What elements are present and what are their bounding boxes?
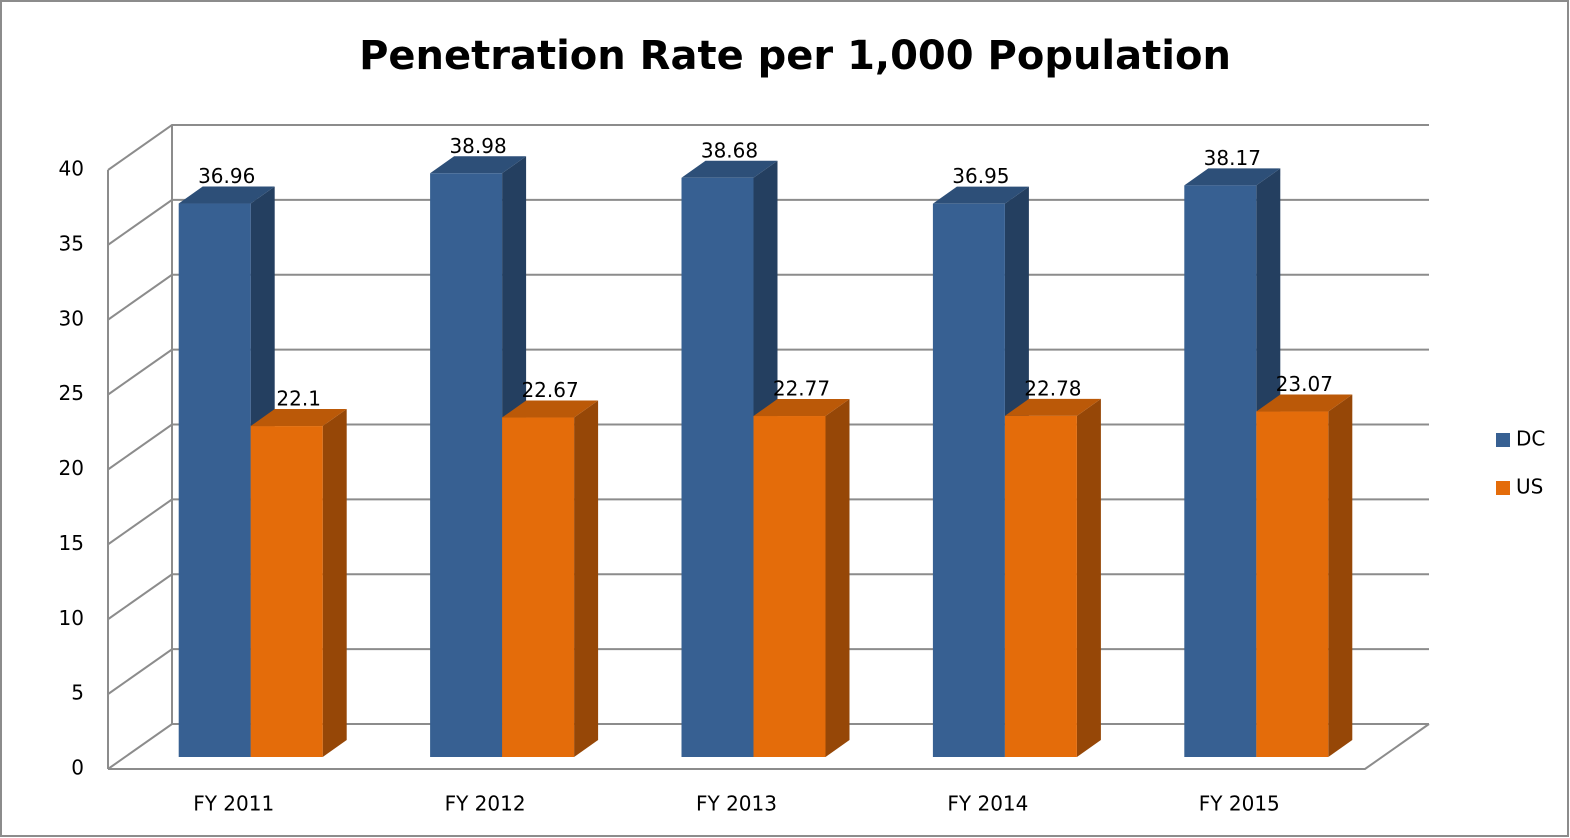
bar: [753, 416, 826, 757]
bar-top: [178, 186, 275, 204]
bar-top: [681, 160, 778, 178]
x-tick-label: FY 2011: [193, 792, 274, 816]
bar-top: [932, 186, 1029, 204]
y-tick-label: 15: [59, 531, 84, 555]
bar: [178, 203, 251, 758]
bar: [1256, 411, 1329, 757]
bar-side: [1076, 398, 1101, 757]
bar-top: [1004, 398, 1101, 416]
bar-top: [1184, 168, 1281, 186]
x-tick-label: FY 2013: [696, 792, 777, 816]
x-tick-label: FY 2015: [1199, 792, 1280, 816]
bar-top: [250, 409, 347, 427]
y-tick-label: 40: [59, 157, 84, 181]
bar-side: [322, 409, 347, 757]
legend-swatch: [1496, 433, 1510, 447]
value-label: 38.68: [701, 138, 758, 162]
bar: [681, 177, 754, 758]
chart-title: Penetration Rate per 1,000 Population: [359, 33, 1231, 79]
value-label: 38.17: [1204, 146, 1261, 170]
x-tick-label: FY 2014: [947, 792, 1028, 816]
x-tick-label: FY 2012: [445, 792, 526, 816]
bar: [502, 417, 575, 757]
value-label: 22.78: [1024, 376, 1081, 400]
y-tick-label: 20: [59, 456, 84, 480]
bar-side: [825, 399, 850, 757]
y-tick-label: 10: [59, 606, 84, 630]
y-tick-label: 30: [59, 306, 84, 330]
bar-side: [574, 400, 599, 757]
floor-edge: [108, 723, 1430, 770]
bar-top: [502, 400, 599, 418]
value-label: 22.77: [773, 377, 830, 401]
legend-label: DC: [1516, 427, 1545, 451]
y-tick-label: 5: [71, 681, 84, 705]
bar-top: [1256, 394, 1353, 412]
bar: [250, 426, 323, 757]
bar: [1184, 185, 1257, 758]
bar-side: [1328, 394, 1353, 757]
y-tick-label: 0: [71, 756, 84, 780]
value-label: 36.95: [952, 164, 1009, 188]
y-tick-label: 35: [59, 231, 84, 255]
bar: [932, 203, 1005, 757]
value-label: 22.1: [276, 387, 321, 411]
value-label: 36.96: [198, 164, 255, 188]
legend-swatch: [1496, 481, 1510, 495]
bar-top: [753, 399, 850, 417]
y-tick-label: 25: [59, 381, 84, 405]
value-label: 38.98: [449, 134, 506, 158]
bar: [1004, 415, 1077, 757]
bar: [430, 173, 503, 757]
legend-label: US: [1516, 475, 1543, 499]
value-label: 23.07: [1276, 372, 1333, 396]
bar-top: [430, 156, 527, 174]
value-label: 22.67: [521, 378, 578, 402]
